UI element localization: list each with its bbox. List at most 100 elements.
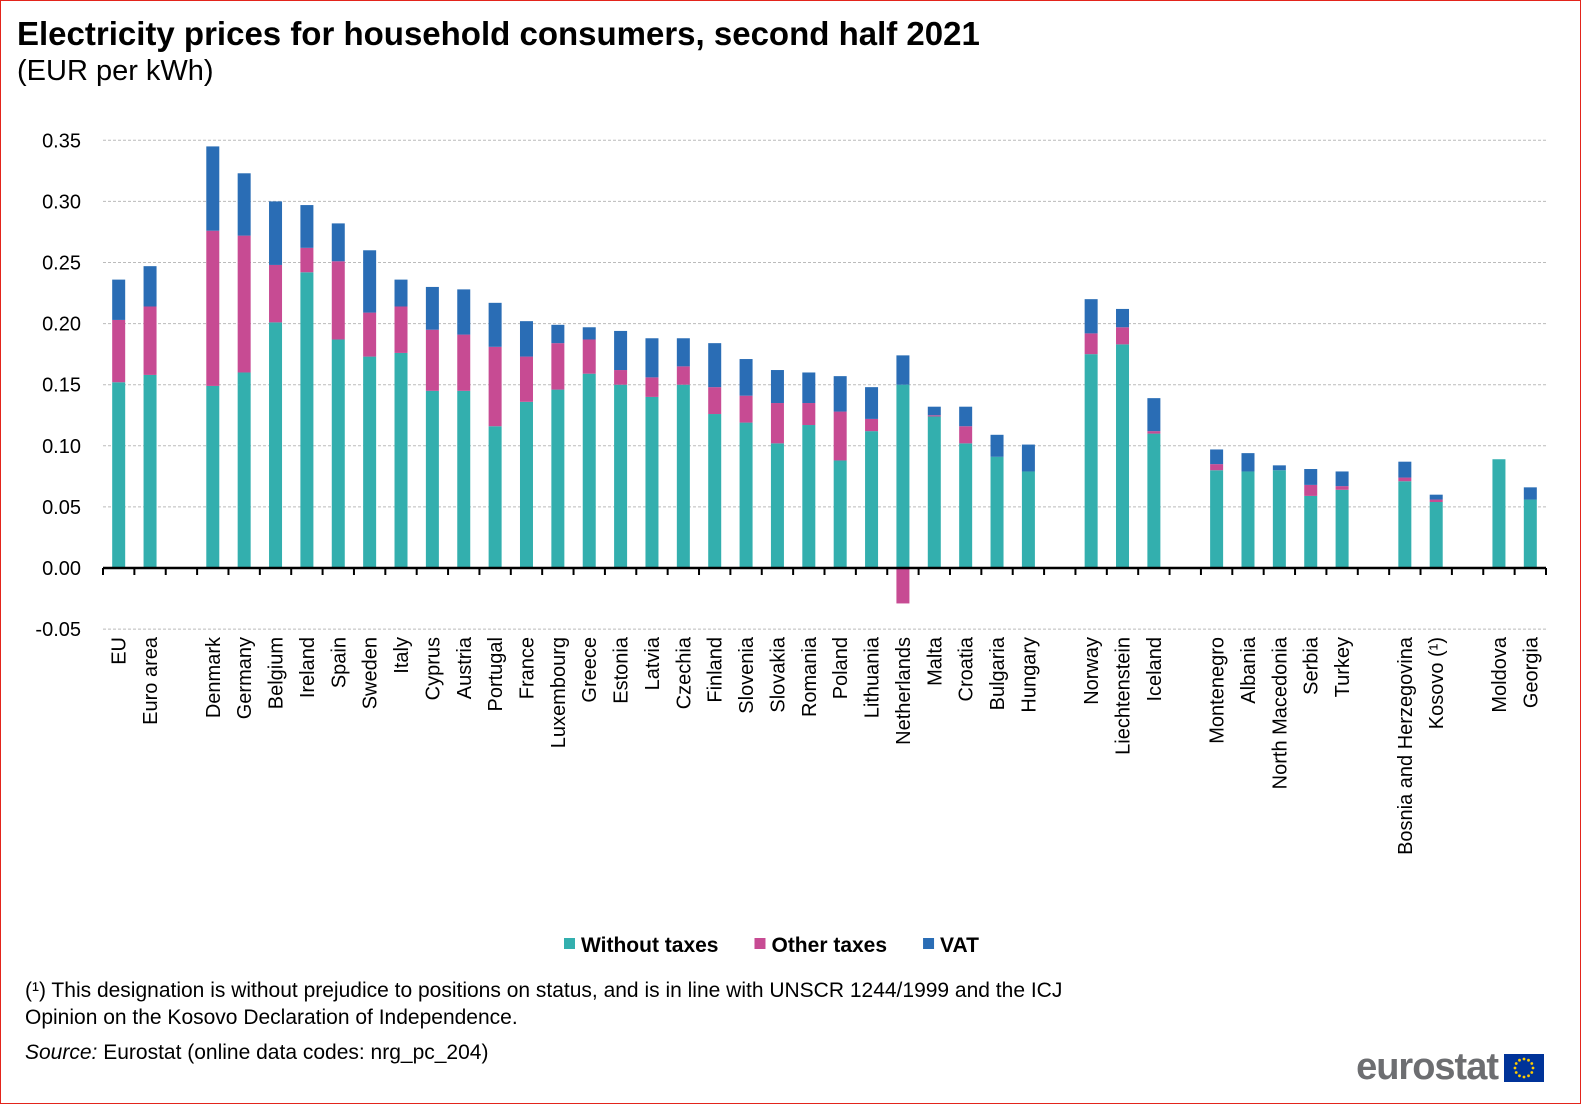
bar-segment-other-taxes [394,306,408,353]
bar-segment-without-taxes [676,384,690,568]
bar-segment-vat [143,266,157,307]
x-tick-label: Czechia [673,636,695,709]
legend-label: Without taxes [581,934,718,957]
x-tick-label: Kosovo (¹) [1426,637,1448,729]
bar-segment-other-taxes [865,418,879,432]
legend-swatch [564,938,575,949]
bar-segment-vat [1241,453,1255,472]
bar-segment-vat [1210,449,1224,465]
x-tick-label: Malta [924,636,946,686]
bar-segment-other-taxes [582,339,596,374]
y-tick-label: -0.05 [35,619,81,641]
x-tick-label: Bulgaria [987,636,1009,710]
bar-segment-other-taxes [1398,477,1412,482]
bar-segment-without-taxes [802,425,816,568]
x-tick-label: Norway [1081,637,1103,705]
y-tick-label: 0.00 [42,558,81,580]
x-tick-label: Greece [579,637,601,703]
bar-segment-vat [269,201,283,265]
x-tick-label: Croatia [956,636,978,701]
x-tick-label: Lithuania [862,636,884,718]
x-tick-label: Italy [391,637,413,674]
bar-segment-other-taxes [425,329,439,391]
x-tick-label: Montenegro [1207,637,1229,744]
y-tick-label: 0.10 [42,436,81,458]
bar-segment-other-taxes [708,387,722,415]
bar-segment-other-taxes [770,403,784,444]
legend-swatch [923,938,935,949]
bar-segment-other-taxes [206,230,220,386]
bar-segment-vat [927,406,941,416]
bar-segment-without-taxes [896,384,910,568]
bar-segment-vat [237,173,251,236]
bar-segment-other-taxes [363,312,377,357]
bar-segment-vat [802,372,816,404]
bar-segment-without-taxes [363,356,377,568]
chart-title: Electricity prices for household consume… [17,15,980,52]
chart-subtitle: (EUR per kWh) [17,55,214,87]
bar-segment-without-taxes [1429,502,1443,568]
bar-segment-without-taxes [990,456,1004,568]
bar-segment-other-taxes [1116,327,1130,345]
bar-segment-vat [676,338,690,367]
bar-segment-without-taxes [1335,489,1349,568]
bar-segment-other-taxes [833,411,847,461]
footnote-line-1: (¹) This designation is without prejudic… [25,979,1063,1002]
x-tick-label: Poland [830,637,852,699]
bar-segment-other-taxes [645,377,659,397]
bar-segment-without-taxes [1272,470,1286,568]
bar-segment-without-taxes [833,460,847,568]
bar-segment-without-taxes [1021,471,1035,568]
bar-segment-vat [770,370,784,404]
bar-segment-vat [708,343,722,388]
bar-segment-without-taxes [425,390,439,568]
bar-segment-other-taxes [927,415,941,417]
bar-segment-vat [1084,299,1098,334]
bar-segment-vat [425,286,439,330]
bar-segment-other-taxes [237,235,251,373]
bar-segment-without-taxes [708,414,722,568]
x-tick-label: Moldova [1489,636,1511,712]
x-tick-label: EU [109,637,131,665]
bar-segment-without-taxes [1084,354,1098,568]
y-tick-label: 0.35 [42,130,81,152]
x-tick-label: Finland [705,637,727,703]
bar-segment-without-taxes [1523,499,1537,568]
x-tick-label: Luxembourg [548,637,570,748]
source-label: Source: [25,1041,98,1064]
bar-segment-other-taxes [143,306,157,375]
bar-segment-other-taxes [1335,486,1349,490]
eu-flag-icon [1504,1053,1544,1082]
bar-segment-without-taxes [739,422,753,568]
bar-segment-without-taxes [143,374,157,568]
bar-segment-other-taxes [519,356,533,402]
bar-segment-other-taxes [896,568,910,604]
x-tick-label: France [516,637,538,699]
bar-segment-other-taxes [1304,484,1318,496]
bar-segment-without-taxes [1210,470,1224,568]
x-tick-label: Sweden [360,637,382,709]
bar-segment-other-taxes [551,343,565,390]
bar-segment-vat [1304,469,1318,485]
bar-segment-other-taxes [488,346,502,427]
bar-segment-vat [990,434,1004,457]
bar-segment-vat [1398,461,1412,478]
bar-segment-other-taxes [1084,333,1098,355]
x-tick-label: Georgia [1520,636,1542,708]
bar-segment-vat [206,146,220,231]
x-tick-label: Bosnia and Herzegovina [1395,636,1417,855]
bar-segment-other-taxes [300,247,314,273]
x-tick-label: Latvia [642,636,664,690]
bar-segment-vat [300,205,314,248]
bar-segment-other-taxes [1429,499,1443,503]
legend-label: VAT [940,934,979,957]
bar-segment-without-taxes [394,352,408,568]
bar-segment-other-taxes [112,319,126,383]
bar-segment-vat [582,327,596,340]
source-text: Eurostat (online data codes: nrg_pc_204) [97,1041,489,1064]
logo-text: eurostat [1356,1046,1499,1088]
bar-segment-without-taxes [331,339,345,568]
legend-swatch [754,938,766,949]
